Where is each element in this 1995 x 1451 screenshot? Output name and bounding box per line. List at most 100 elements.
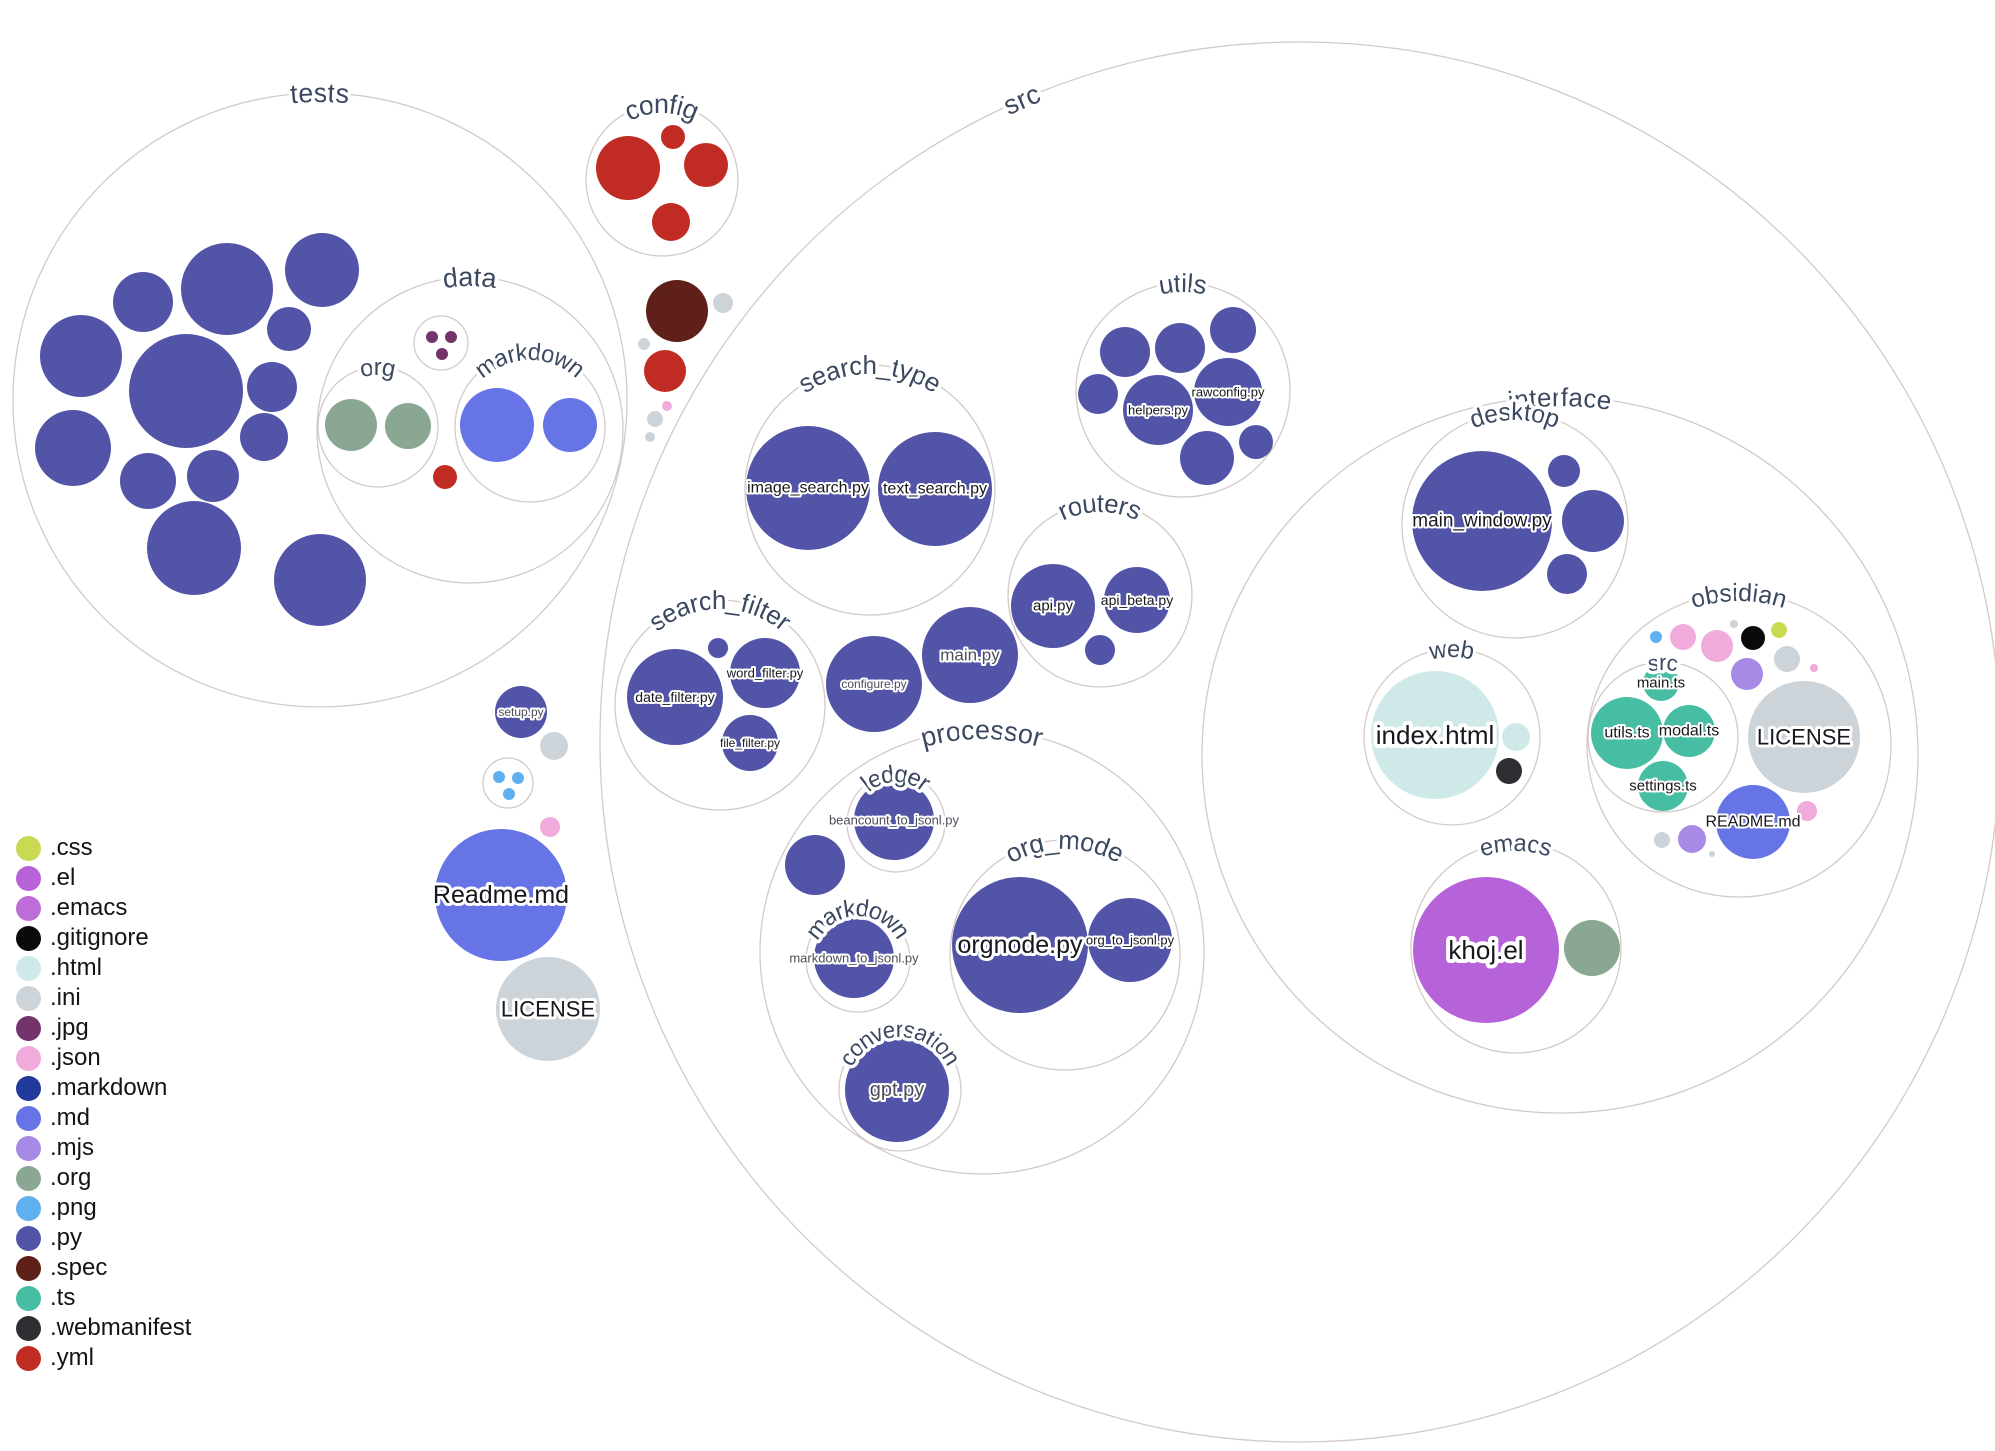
file-circle-file-py-2[interactable] [285,233,359,307]
file-circle-file-md-16[interactable] [543,398,597,452]
file-circle-file-org-14[interactable] [385,403,431,449]
file-circle-file-png-34[interactable] [493,771,505,783]
file-circle-file-py-67[interactable] [1562,490,1624,552]
file-circle-file-ini-80[interactable] [1774,646,1800,672]
file-circle-file-py-51[interactable] [1239,425,1273,459]
file-circle-file-py-8[interactable] [35,410,111,486]
file-circle-file-py-0[interactable] [113,272,173,332]
file-circle-Readme.md[interactable] [435,829,567,961]
file-circle-file-ini-31[interactable] [645,432,655,442]
file-circle-file-py-47[interactable] [1078,374,1118,414]
file-circle-gpt.py[interactable] [845,1038,949,1142]
file-circle-file-ini-77[interactable] [1730,620,1738,628]
file-circle-file-json-37[interactable] [540,817,560,837]
file-circle-file-json-76[interactable] [1701,630,1733,662]
file-circle-main.py[interactable] [922,607,1018,703]
file-circle-markdown_to_jsonl.py[interactable] [814,918,894,998]
file-circle-file-org-73[interactable] [1564,920,1620,976]
file-circle-date_filter.py[interactable] [627,649,723,745]
file-circle-file-py-10[interactable] [187,450,239,502]
file-circle-file-webmanifest-71[interactable] [1496,758,1522,784]
file-circle-file-yml-22[interactable] [661,125,685,149]
file-circle-index.html[interactable] [1371,671,1499,799]
file-circle-file-py-58[interactable] [708,638,728,658]
file-circle-orgnode.py[interactable] [952,877,1088,1013]
file-circle-file-ini-33[interactable] [540,732,568,760]
file-circle-file-py-6[interactable] [247,362,297,412]
file-circle-file-html-70[interactable] [1502,723,1530,751]
file-circle-beancount_to_jsonl.py[interactable] [854,780,934,860]
file-circle-file-jpg-18[interactable] [445,331,457,343]
file-circle-configure.py[interactable] [826,636,922,732]
file-circle-file-ini-88[interactable] [1709,851,1715,857]
folder-circle-png-group[interactable] [482,757,534,809]
file-circle-file-jpg-19[interactable] [436,348,448,360]
file-circle-file-py-4[interactable] [40,315,122,397]
file-circle-setup.py[interactable] [495,686,547,738]
file-circle-file-mjs-87[interactable] [1678,825,1706,853]
file-circle-file-yml-24[interactable] [652,203,690,241]
file-circle-file-py-5[interactable] [129,334,243,448]
file-circle-file-md-15[interactable] [460,388,534,462]
file-circle-file-ini-30[interactable] [647,411,663,427]
file-circle-file-yml-20[interactable] [433,465,457,489]
file-circle-file-yml-28[interactable] [644,350,686,392]
legend-label: .markdown [50,1074,168,1101]
file-circle-file-gitignore-78[interactable] [1741,626,1765,650]
file-circle-file-py-44[interactable] [1100,327,1150,377]
file-circle-LICENSE[interactable] [1748,681,1860,793]
file-circle-utils.ts[interactable] [1591,697,1663,769]
folder-circle-data-org[interactable] [317,366,439,488]
file-circle-file-py-59[interactable] [785,835,845,895]
file-circle-main.ts[interactable] [1643,665,1679,701]
file-circle-file-py-3[interactable] [267,307,311,351]
file-circle-file-css-79[interactable] [1771,622,1787,638]
file-circle-file-py-66[interactable] [1548,455,1580,487]
file-circle-file_filter.py[interactable] [722,715,778,771]
file-circle-file-py-45[interactable] [1155,323,1205,373]
file-circle-modal.ts[interactable] [1663,705,1715,757]
file-circle-file-ini-27[interactable] [638,338,650,350]
file-circle-file-jpg-17[interactable] [426,331,438,343]
file-circle-file-py-1[interactable] [181,243,273,335]
file-circle-file-json-81[interactable] [1810,664,1818,672]
file-circle-file-png-35[interactable] [512,772,524,784]
file-circle-file-org-13[interactable] [325,399,377,451]
file-circle-LICENSE[interactable] [496,957,600,1061]
file-circle-file-py-68[interactable] [1547,554,1587,594]
file-circle-file-py-54[interactable] [1085,635,1115,665]
file-circle-image_search.py[interactable] [746,426,870,550]
file-circle-file-png-36[interactable] [503,788,515,800]
file-circle-file-py-11[interactable] [147,501,241,595]
file-circle-file-spec-25[interactable] [646,280,708,342]
file-circle-file-mjs-82[interactable] [1731,658,1763,690]
file-circle-rawconfig.py[interactable] [1194,358,1262,426]
file-circle-khoj.el[interactable] [1413,877,1559,1023]
file-circle-api.py[interactable] [1011,564,1095,648]
file-circle-text_search.py[interactable] [878,432,992,546]
file-circle-file-yml-21[interactable] [596,136,660,200]
folder-circle-data-jpg-group[interactable] [413,315,469,371]
legend-item-emacs: .emacs [16,893,191,923]
file-circle-word_filter.py[interactable] [730,638,800,708]
file-circle-file-py-12[interactable] [274,534,366,626]
file-circle-org_to_jsonl.py[interactable] [1088,898,1172,982]
file-circle-api_beta.py[interactable] [1104,567,1170,633]
file-circle-file-py-9[interactable] [120,453,176,509]
folder-circle-interface[interactable] [1201,396,1919,1114]
file-circle-settings.ts[interactable] [1638,761,1688,811]
file-circle-README.md[interactable] [1716,785,1790,859]
file-circle-file-json-75[interactable] [1670,624,1696,650]
file-circle-file-ini-26[interactable] [713,293,733,313]
file-circle-file-json-85[interactable] [1797,801,1817,821]
file-circle-helpers.py[interactable] [1123,375,1193,445]
file-circle-main_window.py[interactable] [1412,451,1552,591]
file-circle-file-png-74[interactable] [1650,631,1662,643]
file-circle-file-py-7[interactable] [240,413,288,461]
folder-label-tests: tests [289,78,351,109]
file-circle-file-ini-86[interactable] [1654,832,1670,848]
file-circle-file-json-29[interactable] [662,401,672,411]
file-circle-file-yml-23[interactable] [684,143,728,187]
file-circle-file-py-46[interactable] [1210,307,1256,353]
file-circle-file-py-50[interactable] [1180,431,1234,485]
